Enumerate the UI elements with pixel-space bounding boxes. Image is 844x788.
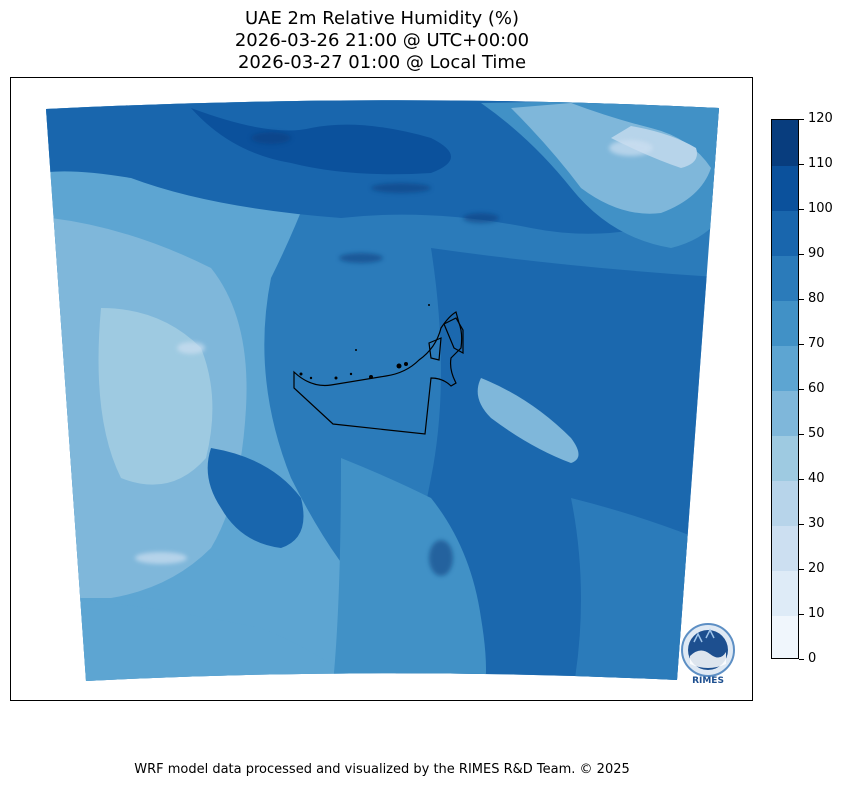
colorbar-tick xyxy=(799,613,804,615)
colorbar-tick xyxy=(799,568,804,570)
colorbar-tick xyxy=(799,343,804,345)
colorbar-tick-label: 30 xyxy=(808,516,825,531)
colorbar-tick-label: 50 xyxy=(808,426,825,441)
humidity-field xyxy=(46,100,719,681)
colorbar-tick-label: 120 xyxy=(808,111,833,126)
colorbar-tick-label: 100 xyxy=(808,201,833,216)
colorbar-tick xyxy=(799,253,804,255)
map-title-local-time: 2026-03-27 01:00 @ Local Time xyxy=(237,52,527,73)
rh-field-south xyxy=(331,458,486,681)
uae-islands xyxy=(299,304,430,380)
colorbar xyxy=(771,119,799,659)
colorbar-tick-label: 20 xyxy=(808,561,825,576)
rh-field-southwest xyxy=(51,598,351,681)
map-frame xyxy=(10,77,753,701)
colorbar-tick-label: 90 xyxy=(808,246,825,261)
colorbar-tick xyxy=(799,478,804,480)
rimes-logo-emblem xyxy=(681,623,735,677)
colorbar-segment xyxy=(772,525,798,571)
colorbar-tick xyxy=(799,658,804,660)
colorbar-segment xyxy=(772,300,798,346)
rimes-logo-text: RIMES xyxy=(692,676,724,686)
rh-field-coastal-moist xyxy=(207,448,304,548)
colorbar-tick xyxy=(799,163,804,165)
rh-field-north-max xyxy=(191,108,451,175)
map-title-variable: UAE 2m Relative Humidity (%) xyxy=(244,8,520,29)
rh-field-ne-dry xyxy=(511,103,711,214)
rimes-logo: RIMES xyxy=(676,620,740,688)
colorbar-segment xyxy=(772,615,798,658)
colorbar-segment xyxy=(772,255,798,301)
colorbar-segment xyxy=(772,120,798,166)
colorbar-tick-label: 40 xyxy=(808,471,825,486)
colorbar-segment xyxy=(772,435,798,481)
colorbar-tick xyxy=(799,523,804,525)
colorbar-tick-label: 70 xyxy=(808,336,825,351)
colorbar-tick xyxy=(799,298,804,300)
colorbar-tick-label: 10 xyxy=(808,606,825,621)
rh-field-moist-patches xyxy=(251,132,499,576)
colorbar-tick xyxy=(799,208,804,210)
colorbar-segment xyxy=(772,345,798,391)
rh-field-dry-patches xyxy=(135,140,653,564)
colorbar-tick xyxy=(799,433,804,435)
colorbar-tick-label: 0 xyxy=(808,651,817,666)
colorbar-tick-label: 80 xyxy=(808,291,825,306)
uae-boundary xyxy=(293,311,464,435)
colorbar-tick xyxy=(799,118,804,120)
colorbar-tick-label: 110 xyxy=(808,156,833,171)
map-title-utc-time: 2026-03-26 21:00 @ UTC+00:00 xyxy=(234,30,530,51)
colorbar-segment xyxy=(772,480,798,526)
colorbar-tick xyxy=(799,388,804,390)
rh-field-ne-driest xyxy=(611,126,697,168)
colorbar-segment xyxy=(772,570,798,616)
colorbar-segment xyxy=(772,165,798,211)
colorbar-segment xyxy=(772,390,798,436)
footer-credit: WRF model data processed and visualized … xyxy=(134,762,630,777)
colorbar-segment xyxy=(772,210,798,256)
rh-field-oman-dry xyxy=(477,378,579,463)
humidity-map xyxy=(46,100,719,681)
colorbar-tick-label: 60 xyxy=(808,381,825,396)
